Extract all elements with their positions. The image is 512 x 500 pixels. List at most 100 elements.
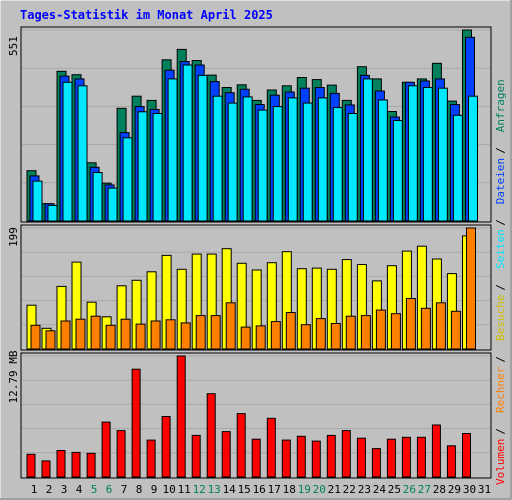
- legend-item-besuche: Besuche: [494, 295, 507, 341]
- x-tick-label: 16: [253, 483, 266, 496]
- x-tick-label: 27: [418, 483, 431, 496]
- bar-rechner-day-7: [120, 318, 131, 350]
- bar-rechner-day-4: [75, 318, 86, 350]
- bar-rechner-day-12: [195, 315, 206, 350]
- chart-title: Tages-Statistik im Monat April 2025: [20, 8, 273, 22]
- bar-seiten-day-7: [122, 137, 133, 222]
- legend-item-seiten: Seiten: [494, 229, 507, 269]
- bar-rechner-day-30: [466, 227, 476, 350]
- bar-volumen-day-18: [281, 439, 291, 478]
- requests-max-label: 551: [7, 36, 20, 56]
- bar-seiten-day-10: [167, 78, 178, 222]
- bar-seiten-day-25: [392, 120, 403, 222]
- bar-rechner-day-16: [255, 325, 266, 350]
- bar-rechner-day-15: [240, 326, 251, 350]
- bar-rechner-day-10: [165, 319, 176, 350]
- bar-rechner-day-1: [30, 324, 41, 350]
- volume-max-label: 12.79 MB: [7, 350, 20, 403]
- bar-volumen-day-11: [176, 355, 186, 478]
- bar-seiten-day-4: [77, 85, 88, 222]
- x-tick-label: 24: [373, 483, 387, 496]
- bar-volumen-day-27: [416, 436, 426, 478]
- bar-rechner-day-29: [450, 310, 461, 350]
- x-tick-label: 30: [463, 483, 476, 496]
- bar-volumen-day-9: [146, 439, 156, 478]
- bar-volumen-day-4: [71, 451, 81, 478]
- x-tick-label: 28: [433, 483, 446, 496]
- bar-rechner-day-14: [225, 302, 236, 350]
- bar-rechner-day-18: [285, 312, 296, 350]
- x-tick-label: 10: [162, 483, 175, 496]
- bar-volumen-day-19: [296, 435, 306, 478]
- bar-seiten-day-12: [197, 74, 208, 222]
- bar-seiten-day-2: [47, 204, 58, 222]
- bar-rechner-day-20: [315, 318, 326, 350]
- bar-volumen-day-16: [251, 438, 261, 478]
- bar-volumen-day-14: [221, 431, 231, 478]
- legend-item-dateien: Dateien: [494, 158, 507, 204]
- bar-rechner-day-28: [435, 302, 446, 350]
- bar-volumen-day-29: [446, 445, 456, 478]
- x-axis-labels: 1 2 3 4 5 6 7 8 9 10 11 12 13 14 15 16 17 18 19 20 21 22 23 24 2…: [31, 483, 491, 496]
- bar-seiten-day-15: [242, 96, 253, 222]
- bar-rechner-day-2: [45, 330, 56, 350]
- x-tick-label: 1: [31, 483, 38, 496]
- bar-volumen-day-2: [41, 460, 51, 478]
- x-tick-label: 25: [388, 483, 401, 496]
- bar-rechner-day-11: [180, 322, 191, 350]
- bar-rechner-day-26: [405, 298, 416, 350]
- x-tick-label: 20: [313, 483, 326, 496]
- bar-seiten-day-29: [452, 114, 463, 222]
- bar-seiten-day-8: [137, 111, 148, 222]
- bar-seiten-day-27: [422, 87, 433, 222]
- bar-rechner-day-5: [90, 315, 101, 350]
- bar-seiten-day-21: [332, 107, 343, 222]
- x-tick-label: 9: [151, 483, 158, 496]
- legend-item-anfragen: Anfragen: [494, 79, 507, 132]
- x-tick-label: 3: [61, 483, 68, 496]
- x-tick-label: 29: [448, 483, 461, 496]
- bar-volumen-day-23: [356, 437, 366, 478]
- bar-volumen-day-28: [431, 424, 441, 478]
- bar-seiten-day-26: [407, 85, 418, 222]
- bar-seiten-day-17: [272, 106, 283, 222]
- bar-rechner-day-8: [135, 323, 146, 350]
- x-tick-label: 19: [298, 483, 311, 496]
- bar-rechner-day-21: [330, 323, 341, 350]
- bar-rechner-day-25: [390, 313, 401, 350]
- x-tick-label: 17: [268, 483, 281, 496]
- bar-seiten-day-18: [287, 97, 298, 222]
- x-tick-label: 6: [106, 483, 113, 496]
- bar-volumen-day-6: [101, 421, 111, 478]
- x-tick-label: 14: [223, 483, 237, 496]
- bar-seiten-day-28: [437, 87, 448, 222]
- x-tick-label: 15: [238, 483, 251, 496]
- bar-seiten-day-30: [468, 95, 478, 222]
- bar-rechner-day-3: [60, 320, 71, 350]
- x-tick-label: 22: [343, 483, 356, 496]
- bar-rechner-day-24: [375, 309, 386, 350]
- x-tick-label: 4: [76, 483, 83, 496]
- bar-volumen-day-24: [371, 448, 381, 478]
- bar-volumen-day-5: [86, 452, 96, 478]
- bar-seiten-day-13: [212, 95, 223, 222]
- bar-volumen-day-15: [236, 413, 246, 478]
- bar-volumen-day-3: [56, 450, 66, 478]
- bar-rechner-day-9: [150, 320, 161, 350]
- bar-volumen-day-1: [26, 453, 36, 478]
- bar-seiten-day-22: [347, 113, 358, 222]
- visits-max-label: 199: [7, 227, 20, 247]
- bar-volumen-day-26: [401, 436, 411, 478]
- x-tick-label: 12: [193, 483, 206, 496]
- bar-rechner-day-13: [210, 315, 221, 350]
- x-tick-label: 7: [121, 483, 128, 496]
- legend: Volumen / Rechner / Besuche / Seiten / D…: [494, 79, 507, 485]
- bar-volumen-day-21: [326, 434, 336, 478]
- legend-separator: /: [494, 428, 507, 435]
- bar-seiten-day-16: [257, 109, 268, 222]
- bar-seiten-day-3: [62, 81, 73, 222]
- legend-separator: /: [494, 147, 507, 154]
- x-tick-label: 2: [46, 483, 53, 496]
- legend-separator: /: [494, 219, 507, 226]
